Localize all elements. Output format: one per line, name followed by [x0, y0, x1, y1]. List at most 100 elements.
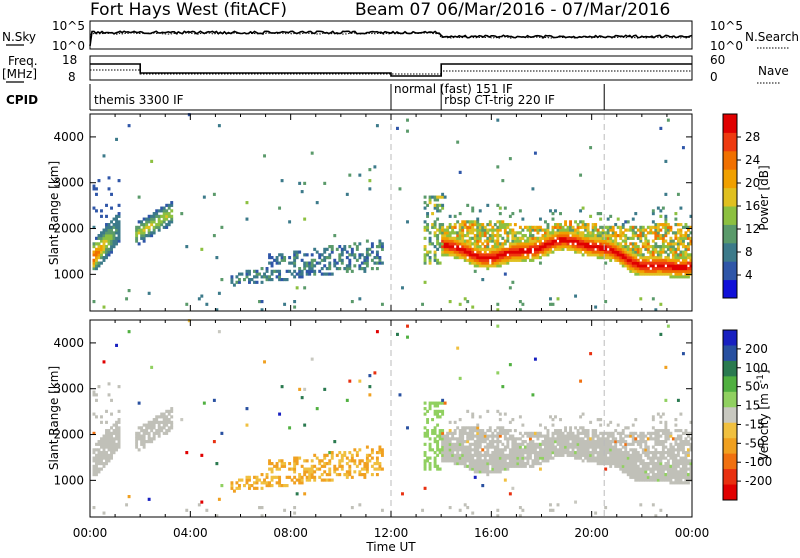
power-cell [110, 192, 113, 196]
velocity-cell [601, 453, 605, 457]
velocity-cell [345, 398, 349, 402]
power-cell [579, 239, 583, 243]
power-cell [538, 217, 542, 221]
velocity-cell [471, 442, 475, 446]
power-cell [564, 228, 567, 232]
velocity-cell [446, 453, 450, 457]
velocity-cell [160, 415, 164, 419]
velocity-cell [318, 462, 322, 466]
velocity-cell [506, 442, 510, 446]
velocity-cell [666, 475, 670, 479]
velocity-cell [431, 401, 435, 405]
power-cell [303, 181, 307, 185]
power-cell [584, 239, 588, 243]
velocity-cell [503, 431, 507, 435]
velocity-cell [518, 448, 522, 452]
power-cell [441, 234, 445, 238]
power-cell [508, 258, 512, 262]
velocity-cell [576, 442, 580, 446]
velocity-cell [421, 508, 425, 512]
velocity-cell [313, 475, 317, 479]
power-cell [533, 228, 537, 232]
velocity-cell [481, 448, 485, 452]
velocity-cell [681, 431, 685, 435]
velocity-cell [686, 440, 690, 444]
velocity-cell [639, 440, 643, 444]
velocity-cell [117, 409, 121, 413]
x-tick-label-5: 20:00 [574, 526, 609, 540]
velocity-cell [646, 464, 650, 468]
power-cell [423, 206, 427, 210]
velocity-cell [102, 448, 106, 452]
power-cell [117, 214, 121, 218]
power-cell [320, 253, 324, 257]
velocity-cell [526, 453, 530, 457]
power-cell [681, 275, 685, 279]
velocity-cell [486, 464, 490, 468]
power-cell [396, 126, 399, 130]
power-cell [441, 250, 445, 254]
power-cell [666, 225, 670, 229]
velocity-cell [197, 503, 201, 507]
velocity-cell [674, 475, 678, 479]
velocity-cell [599, 456, 603, 460]
power-cell [365, 250, 369, 254]
velocity-cell [684, 470, 688, 474]
power-cbar-swatch-5 [723, 187, 737, 207]
velocity-cell [624, 426, 628, 430]
power-cell [333, 264, 337, 268]
velocity-cell [105, 451, 108, 455]
power-cell [248, 272, 251, 276]
power-cell [441, 206, 445, 210]
velocity-cell [368, 374, 372, 378]
power-cell [471, 305, 475, 309]
power-cell [679, 234, 683, 238]
power-cell [544, 236, 547, 240]
power-cell [471, 225, 475, 229]
velocity-cell [619, 456, 623, 460]
velocity-cell [423, 431, 427, 435]
velocity-cell [666, 429, 670, 433]
velocity-cell [380, 453, 384, 457]
velocity-cell [659, 332, 663, 336]
power-cell [303, 261, 307, 265]
velocity-cell [268, 462, 271, 466]
velocity-cell [308, 470, 312, 474]
velocity-cell [521, 462, 525, 466]
power-cell [639, 261, 643, 265]
power-cell [538, 256, 542, 260]
velocity-cell [516, 462, 520, 466]
power-cell [446, 228, 450, 232]
power-cell [574, 234, 578, 238]
velocity-cell [97, 442, 101, 446]
velocity-cell [491, 445, 495, 449]
power-cell [433, 253, 437, 257]
power-cell [157, 217, 161, 221]
power-cell [659, 302, 663, 306]
power-cell [513, 258, 517, 262]
power-cell [117, 236, 121, 240]
power-cell [636, 245, 640, 249]
power-cell [659, 228, 663, 232]
power-cell [107, 250, 111, 254]
velocity-cell [621, 462, 625, 466]
velocity-cell [689, 470, 693, 474]
velocity-cell [441, 448, 445, 452]
velocity-cell [616, 440, 620, 444]
velocity-cell [541, 453, 545, 457]
power-cell [659, 272, 663, 276]
power-cell [576, 242, 580, 246]
velocity-cell [513, 459, 517, 463]
power-cell [586, 228, 590, 232]
power-cell [674, 258, 678, 262]
power-cell [486, 261, 490, 265]
velocity-cell [338, 473, 342, 477]
velocity-cell [496, 409, 500, 413]
power-cell [624, 234, 628, 238]
velocity-cell [496, 437, 500, 441]
power-cell [468, 253, 472, 257]
power-cell [463, 245, 467, 249]
power-cell [518, 250, 522, 254]
velocity-cell [644, 448, 648, 452]
velocity-cell [310, 473, 314, 477]
